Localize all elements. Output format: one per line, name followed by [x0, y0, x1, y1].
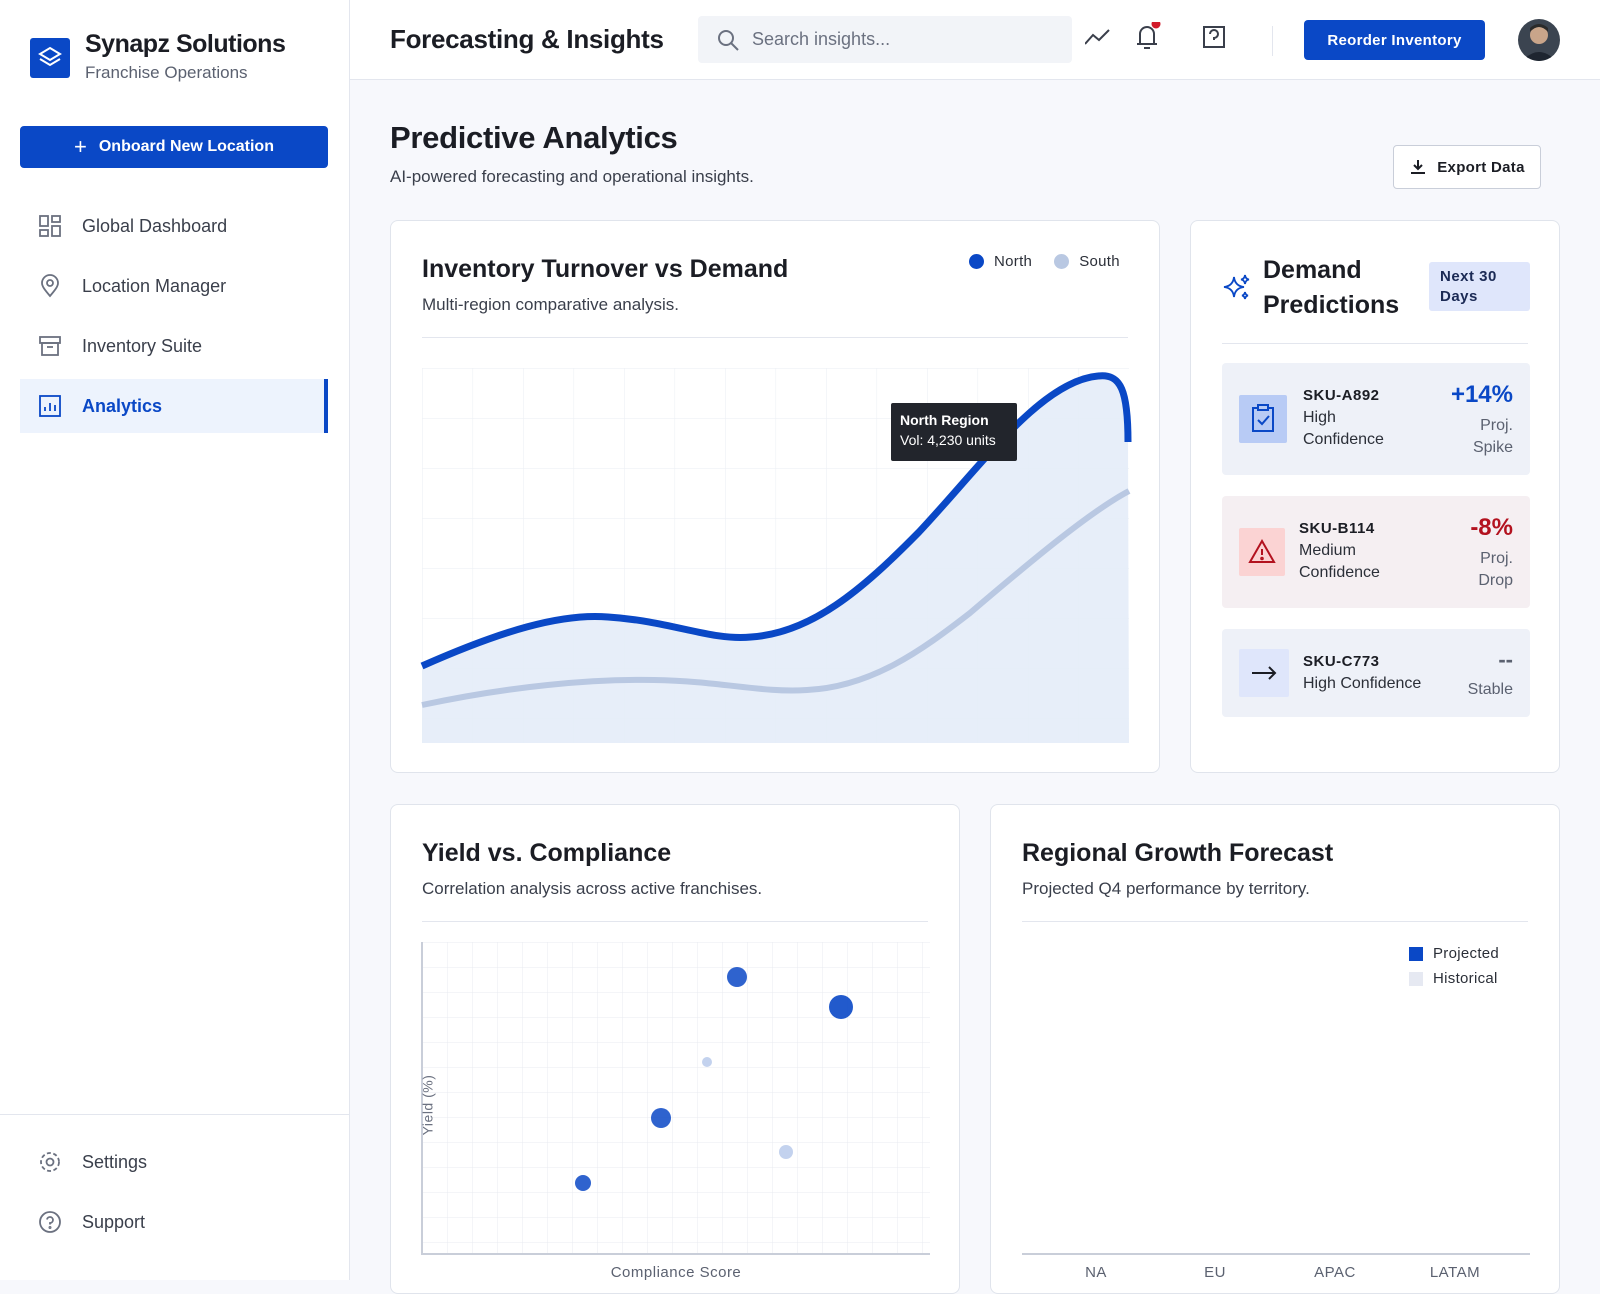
nav-icon — [39, 215, 61, 237]
item-confidence: High Confidence — [1303, 409, 1384, 448]
growth-card: Regional Growth Forecast Projected Q4 pe… — [990, 804, 1560, 1294]
card-divider — [1022, 921, 1528, 922]
card-subtitle: Correlation analysis across active franc… — [422, 879, 763, 898]
badge: Next 30 Days — [1429, 262, 1530, 311]
card-title: Inventory Turnover vs Demand — [422, 255, 789, 283]
line-chart — [420, 368, 1132, 743]
item-icon — [1239, 395, 1287, 443]
nav-label: Settings — [82, 1151, 148, 1172]
item-confidence: High Confidence — [1303, 675, 1422, 692]
legend-label: North — [994, 253, 1033, 270]
nav-label: Global Dashboard — [82, 215, 228, 236]
nav-icon — [39, 395, 61, 417]
card-divider — [422, 337, 1128, 338]
top-bar: Forecasting & Insights Search insights..… — [350, 0, 1600, 80]
nav-label: Analytics — [82, 395, 163, 416]
onboard-button[interactable]: + Onboard New Location — [20, 126, 328, 168]
nav-item-active[interactable]: Analytics — [20, 379, 328, 433]
card-divider — [422, 921, 928, 922]
header-divider — [1272, 26, 1273, 56]
sparkle-icon — [1223, 274, 1250, 300]
search-icon — [718, 29, 739, 51]
item-sku: SKU-C773 — [1303, 653, 1380, 670]
legend-label: South — [1079, 253, 1120, 270]
card-title: Demand Predictions — [1263, 256, 1400, 319]
brand-name: Synapz Solutions — [85, 30, 286, 58]
legend: Projected Historical — [1409, 941, 1499, 991]
scatter-chart: Yield (%) Compliance Score — [420, 942, 930, 1281]
item-change: -8% — [1470, 514, 1513, 541]
sidebar-divider — [0, 1114, 350, 1115]
nav-item[interactable]: Inventory Suite — [20, 319, 328, 373]
sidebar: Synapz Solutions Franchise Operations + O… — [0, 0, 350, 1280]
prediction-item[interactable]: SKU-C773 High Confidence -- Stable — [1222, 629, 1530, 717]
footer-nav-item[interactable]: Support — [20, 1195, 328, 1249]
card-divider — [1222, 343, 1528, 344]
item-note: Proj. Drop — [1478, 550, 1513, 589]
turnover-card: Inventory Turnover vs Demand Multi-regio… — [390, 220, 1160, 773]
item-confidence: Medium Confidence — [1299, 542, 1380, 581]
x-axis-label: Compliance Score — [611, 1264, 742, 1281]
page-subtitle: AI-powered forecasting and operational i… — [390, 167, 754, 186]
logo-icon — [38, 46, 62, 67]
search-placeholder: Search insights... — [752, 29, 891, 49]
x-tick-label: APAC — [1314, 1264, 1356, 1281]
nav-icon — [39, 336, 61, 356]
card-subtitle: Projected Q4 performance by territory. — [1022, 879, 1310, 898]
export-button[interactable]: Export Data — [1393, 145, 1541, 189]
item-change: +14% — [1450, 381, 1513, 408]
card-subtitle: Multi-region comparative analysis. — [422, 295, 679, 314]
footer-nav-item[interactable]: Settings — [20, 1135, 328, 1189]
tooltip: North Region Vol: 4,230 units — [891, 403, 1017, 461]
yield-card: Yield vs. Compliance Correlation analysi… — [390, 804, 960, 1294]
predictions-card: Demand Predictions Next 30 Days SKU-A892… — [1190, 220, 1560, 773]
nav-label: Inventory Suite — [82, 335, 203, 356]
x-tick-label: LATAM — [1430, 1264, 1480, 1281]
nav-label: Location Manager — [82, 275, 227, 296]
tooltip-title: North Region — [900, 412, 989, 428]
item-sku: SKU-B114 — [1299, 520, 1375, 537]
nav-item[interactable]: Global Dashboard — [20, 199, 328, 253]
header-icons — [1085, 22, 1225, 49]
card-title: Yield vs. Compliance — [422, 839, 672, 867]
nav-icon — [41, 274, 59, 298]
item-sku: SKU-A892 — [1303, 387, 1380, 404]
legend-label: Historical — [1433, 970, 1498, 987]
reorder-button[interactable]: Reorder Inventory — [1304, 20, 1485, 60]
header-title: Forecasting & Insights — [390, 24, 664, 54]
item-icon — [1239, 528, 1285, 576]
nav-icon — [39, 1211, 61, 1233]
legend: North South — [969, 253, 1120, 270]
page-title: Predictive Analytics — [390, 120, 678, 155]
y-axis-label: Yield (%) — [420, 1075, 436, 1136]
nav-icon — [40, 1152, 60, 1172]
x-tick-label: EU — [1204, 1264, 1226, 1281]
item-icon — [1239, 649, 1289, 697]
legend-label: Projected — [1433, 945, 1500, 962]
card-title: Regional Growth Forecast — [1022, 839, 1334, 867]
download-icon — [1411, 160, 1426, 174]
onboard-label: Onboard New Location — [98, 138, 274, 155]
nav-item[interactable]: Location Manager — [20, 259, 328, 313]
export-label: Export Data — [1437, 158, 1525, 176]
item-note: Stable — [1467, 681, 1513, 698]
prediction-item[interactable]: SKU-B114 Medium Confidence -8% Proj. Dro… — [1222, 496, 1530, 608]
bar-chart: NA EU APAC LATAM — [1022, 1253, 1530, 1281]
tooltip-text: Vol: 4,230 units — [900, 432, 996, 448]
brand-subtitle: Franchise Operations — [85, 63, 248, 82]
item-change: -- — [1498, 647, 1513, 672]
search-box[interactable]: Search insights... — [698, 16, 1072, 63]
nav-label: Support — [82, 1211, 146, 1232]
logo — [30, 38, 70, 78]
x-tick-label: NA — [1085, 1264, 1107, 1281]
avatar[interactable] — [1517, 18, 1561, 62]
item-note: Proj. Spike — [1472, 417, 1513, 456]
prediction-item[interactable]: SKU-A892 High Confidence +14% Proj. Spik… — [1222, 363, 1530, 475]
